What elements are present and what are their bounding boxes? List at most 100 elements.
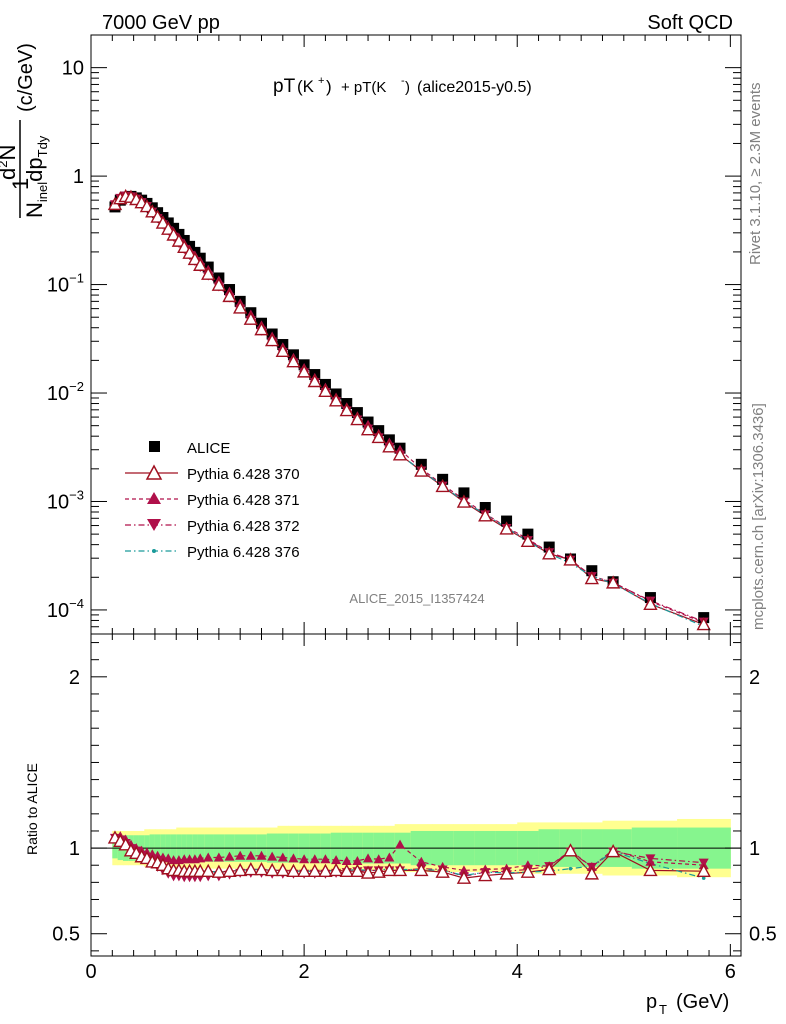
main-point-370 xyxy=(456,494,472,508)
main-point-370 xyxy=(187,251,203,266)
ratio-point-370 xyxy=(201,863,216,878)
ratio-point-370 xyxy=(371,864,386,878)
ratio-point-371 xyxy=(458,865,469,875)
ratio-point-371 xyxy=(395,839,406,849)
watermark: ALICE_2015_I1357424 xyxy=(349,591,484,606)
ratio-point-370 xyxy=(414,862,429,877)
legend-item-376: Pythia 6.428 376 xyxy=(125,544,300,561)
legend-marker-371 xyxy=(147,492,161,504)
ratio-point-370 xyxy=(360,865,376,879)
axis-ticks: 0 2 4 6 10 1 10−1 10−2 10−3 10−4 0.5 0.5 1 1 2 2 xyxy=(47,34,777,983)
x-tick-label: 0 xyxy=(85,961,96,983)
ratio-point-371 xyxy=(363,853,374,863)
title-pt: pT xyxy=(273,76,296,97)
y-axis-label-main: 1 d2N NineldpTdy (c/GeV) xyxy=(0,43,50,218)
y-tick-label-ratio: 2 xyxy=(69,667,80,689)
xlabel-T: T xyxy=(659,1002,667,1017)
ratio-point-370 xyxy=(211,864,227,878)
y-tick-label-main: 10−2 xyxy=(47,379,84,405)
main-point-370 xyxy=(150,209,165,223)
panel-frames xyxy=(90,34,742,957)
ratio-point-371 xyxy=(163,853,174,863)
main-point-370 xyxy=(211,277,227,291)
ratio-point-370 xyxy=(643,862,658,877)
main-point-370 xyxy=(371,429,386,444)
ylabel-unit: (c/GeV) xyxy=(15,43,37,112)
main-point-370 xyxy=(193,257,208,271)
legend-label-372: Pythia 6.428 372 xyxy=(187,518,300,535)
ratio-point-370 xyxy=(264,862,280,877)
ratio-point-370 xyxy=(499,866,514,880)
ratio-point-371 xyxy=(267,851,278,861)
ratio-point-370 xyxy=(296,863,312,878)
title-k1: (K xyxy=(297,77,315,96)
legend-marker-alice xyxy=(149,441,160,452)
ratio-point-371 xyxy=(373,854,384,864)
main-point-370 xyxy=(339,403,354,417)
ratio-point-370 xyxy=(233,862,248,877)
main-point-370 xyxy=(177,239,192,254)
main-point-370 xyxy=(435,478,450,493)
main-point-370 xyxy=(161,221,176,235)
main-point-alice xyxy=(458,487,470,499)
ratio-point-370 xyxy=(520,864,536,878)
main-point-370 xyxy=(233,300,248,314)
xlabel-unit: (GeV) xyxy=(676,991,729,1013)
ratio-point-370 xyxy=(542,862,557,876)
ratio-point-376 xyxy=(701,876,706,880)
x-axis-label: p T (GeV) xyxy=(646,991,729,1017)
main-point-370 xyxy=(542,546,557,560)
main-point-370 xyxy=(520,533,536,548)
ratio-point-370 xyxy=(478,868,493,882)
main-series-layer xyxy=(107,188,711,631)
main-point-alice xyxy=(479,502,491,514)
plot-layers: 0 2 4 6 10 1 10−1 10−2 10−3 10−4 0.5 0.5 1 1 2 2 xyxy=(47,34,777,983)
ratio-point-370 xyxy=(275,862,290,877)
main-point-370 xyxy=(307,373,322,388)
y-tick-label-main: 10−3 xyxy=(47,487,84,513)
ratio-point-370 xyxy=(435,864,450,878)
main-point-370 xyxy=(243,311,259,325)
legend-label-370: Pythia 6.428 370 xyxy=(187,466,300,483)
main-point-370 xyxy=(328,393,344,407)
main-point-370 xyxy=(182,245,197,259)
legend-item-alice: ALICE xyxy=(149,440,230,457)
main-point-370 xyxy=(563,552,578,566)
ratio-point-371 xyxy=(277,852,288,862)
legend-marker-370 xyxy=(145,464,163,480)
title-rest: (alice2015-y0.5) xyxy=(417,79,532,96)
ratio-point-376 xyxy=(568,866,573,871)
rivet-label: Rivet 3.1.10, ≥ 2.3M events xyxy=(747,83,764,266)
title-k2-close: ) xyxy=(405,79,410,96)
main-point-370 xyxy=(166,227,181,241)
legend-marker-376 xyxy=(152,549,156,553)
title-k2-sup: - xyxy=(401,75,405,87)
ratio-point-371 xyxy=(213,852,224,862)
ratio-point-371 xyxy=(203,852,214,862)
ylabel-denominator: NineldpTdy xyxy=(22,135,50,218)
ratio-panel-frame xyxy=(90,633,742,957)
legend-item-370: Pythia 6.428 370 xyxy=(125,464,300,483)
x-tick-label: 6 xyxy=(725,961,736,983)
main-point-370 xyxy=(584,571,599,585)
ratio-point-371 xyxy=(384,852,395,862)
ratio-point-371 xyxy=(309,854,320,864)
ratio-point-370 xyxy=(118,837,133,851)
ratio-point-370 xyxy=(254,862,269,876)
main-point-370 xyxy=(264,333,280,347)
main-point-370 xyxy=(171,233,187,247)
main-point-370 xyxy=(318,383,333,397)
ratio-point-371 xyxy=(341,855,352,865)
ratio-point-370 xyxy=(584,866,599,880)
main-point-370 xyxy=(643,596,658,610)
ratio-point-370 xyxy=(328,862,344,877)
y-tick-label-ratio: 1 xyxy=(69,838,80,860)
ratio-point-370 xyxy=(382,862,397,877)
ratio-point-370 xyxy=(307,863,322,878)
y-tick-label-main: 1 xyxy=(73,166,84,188)
ratio-point-370 xyxy=(696,863,711,878)
main-point-370 xyxy=(414,463,429,477)
main-point-370 xyxy=(222,288,237,303)
ratio-point-371 xyxy=(352,855,363,865)
